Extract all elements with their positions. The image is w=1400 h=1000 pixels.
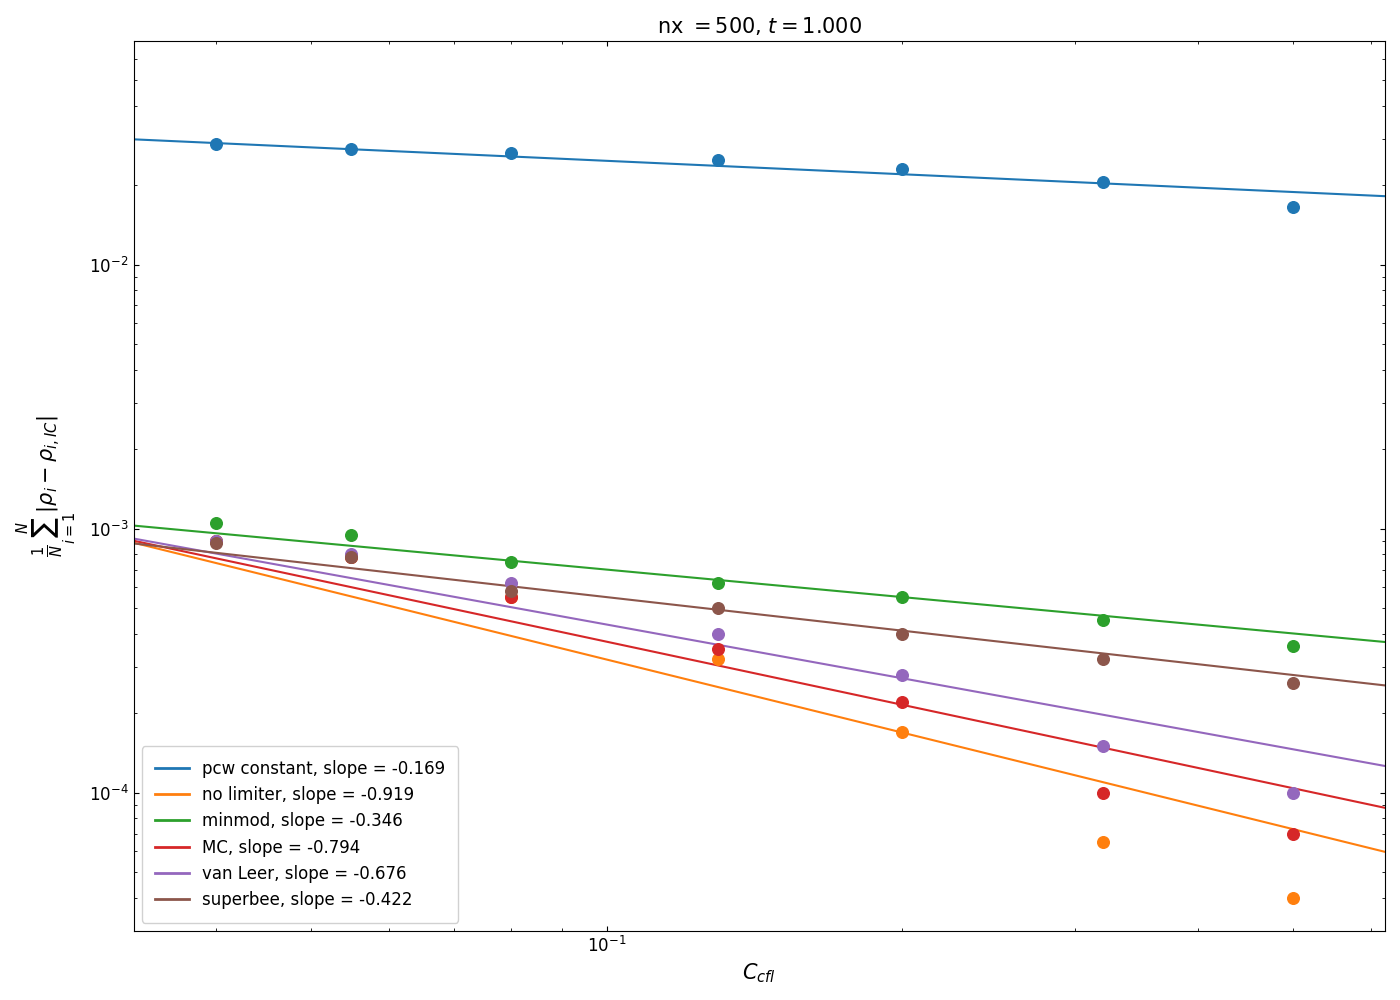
Point	[340, 141, 363, 157]
Point	[707, 152, 729, 168]
Point	[500, 583, 522, 599]
Title: nx $= 500$, $t = 1.000$: nx $= 500$, $t = 1.000$	[657, 15, 862, 37]
Point	[707, 651, 729, 667]
Point	[1092, 174, 1114, 190]
Point	[500, 575, 522, 591]
Point	[890, 589, 913, 605]
Point	[204, 535, 227, 551]
Point	[890, 626, 913, 642]
Point	[707, 626, 729, 642]
Point	[340, 546, 363, 562]
Point	[340, 549, 363, 565]
Point	[1092, 834, 1114, 850]
Point	[204, 533, 227, 549]
Point	[500, 589, 522, 605]
Point	[1282, 785, 1305, 801]
Point	[890, 161, 913, 177]
Point	[707, 641, 729, 657]
Point	[890, 667, 913, 683]
Point	[204, 136, 227, 152]
Point	[1282, 638, 1305, 654]
Point	[1282, 826, 1305, 842]
Point	[204, 515, 227, 531]
Point	[340, 549, 363, 565]
Point	[500, 554, 522, 570]
Point	[1092, 785, 1114, 801]
Point	[1092, 612, 1114, 628]
Point	[340, 549, 363, 565]
Point	[1282, 675, 1305, 691]
Point	[707, 600, 729, 616]
Point	[500, 145, 522, 161]
Point	[1092, 651, 1114, 667]
Point	[1282, 890, 1305, 906]
X-axis label: $C_{cfl}$: $C_{cfl}$	[742, 961, 776, 985]
Legend: pcw constant, slope = -0.169, no limiter, slope = -0.919, minmod, slope = -0.346: pcw constant, slope = -0.169, no limiter…	[141, 746, 458, 923]
Point	[340, 527, 363, 543]
Point	[1282, 199, 1305, 215]
Point	[500, 589, 522, 605]
Point	[1092, 738, 1114, 754]
Point	[707, 575, 729, 591]
Point	[890, 724, 913, 740]
Point	[204, 533, 227, 549]
Point	[890, 694, 913, 710]
Point	[204, 533, 227, 549]
Y-axis label: $\frac{1}{N}\sum_{i=1}^{N}|\rho_i - \rho_{i,IC}|$: $\frac{1}{N}\sum_{i=1}^{N}|\rho_i - \rho…	[15, 415, 78, 557]
